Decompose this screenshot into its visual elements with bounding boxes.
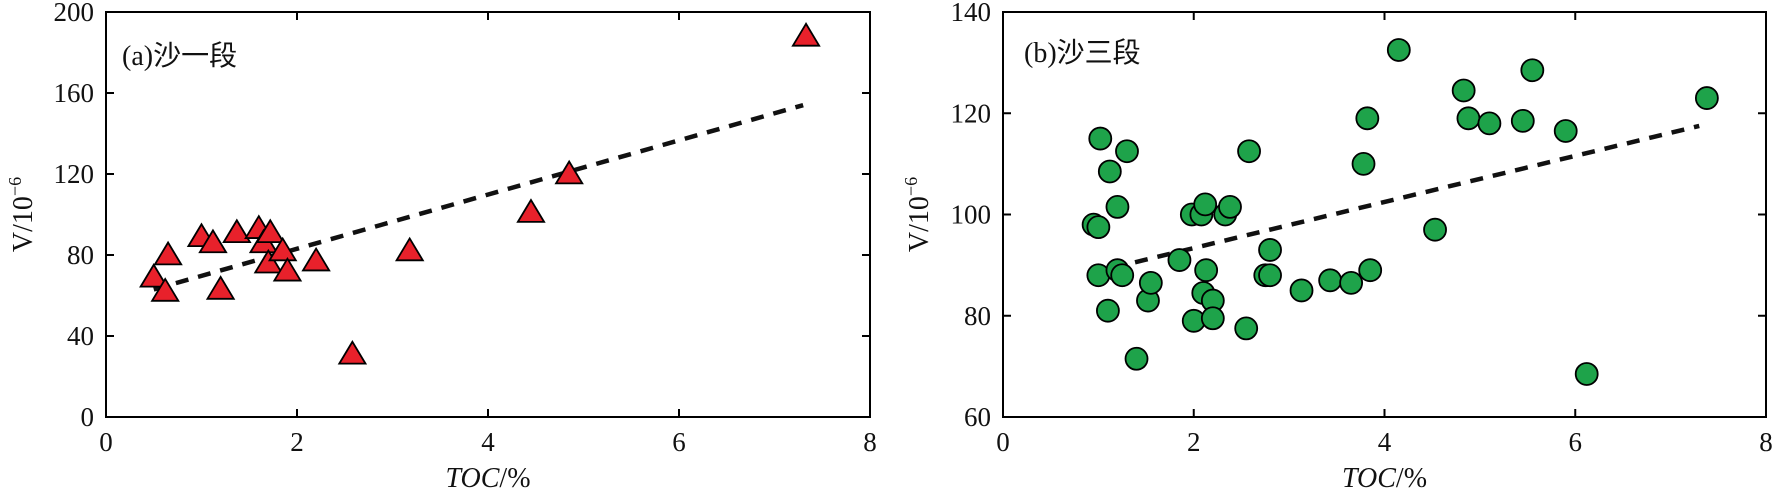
data-point-triangle — [791, 22, 821, 47]
y-tick-label: 100 — [951, 200, 992, 230]
x-tick-label: 8 — [1759, 427, 1773, 457]
panel-b-x-axis-label: TOC/% — [1342, 463, 1427, 494]
data-point-circle — [1456, 106, 1481, 131]
data-point-circle — [1167, 248, 1192, 272]
data-point-triangle — [394, 236, 425, 262]
panel-b-trendline — [1112, 123, 1700, 270]
data-point-triangle — [554, 159, 584, 185]
panel-b-title: (b)沙三段 — [1024, 37, 1141, 69]
x-tick-label: 2 — [290, 427, 304, 457]
x-tick-label: 6 — [672, 427, 686, 457]
data-point-circle — [1193, 192, 1218, 217]
y-tick-label: 160 — [54, 78, 95, 108]
y-tick-label: 120 — [951, 98, 992, 128]
panel-b-points — [1081, 38, 1719, 386]
y-tick-label: 140 — [951, 0, 992, 27]
data-point-circle — [1451, 78, 1476, 103]
data-point-circle — [1358, 258, 1383, 283]
data-point-circle — [1234, 316, 1259, 341]
panel-a-trendline — [153, 102, 804, 292]
y-tick-label: 60 — [964, 402, 991, 432]
data-point-triangle — [205, 275, 236, 300]
panel-a-title: (a)沙一段 — [122, 40, 237, 72]
data-point-circle — [1351, 151, 1376, 176]
x-tick-label: 4 — [481, 427, 495, 457]
x-tick-label: 0 — [996, 427, 1010, 457]
data-point-circle — [1218, 195, 1242, 219]
data-point-circle — [1553, 119, 1578, 143]
y-tick-label: 80 — [67, 240, 94, 270]
x-tick-label: 2 — [1187, 427, 1201, 457]
data-point-circle — [1115, 139, 1139, 164]
data-point-circle — [1423, 217, 1447, 242]
y-tick-label: 120 — [54, 159, 95, 189]
data-point-circle — [1138, 270, 1163, 295]
data-point-circle — [1339, 270, 1364, 295]
data-point-triangle — [198, 228, 228, 254]
data-point-circle — [1289, 278, 1314, 303]
data-point-circle — [1258, 238, 1282, 262]
data-point-circle — [1237, 139, 1261, 164]
data-point-circle — [1200, 306, 1225, 331]
x-tick-label: 0 — [99, 427, 113, 457]
data-point-circle — [1124, 346, 1149, 371]
data-point-triangle — [337, 339, 368, 365]
x-tick-label: 8 — [863, 427, 877, 457]
x-tick-label: 4 — [1378, 427, 1392, 457]
y-tick-label: 40 — [67, 321, 94, 351]
panel-a-x-axis-label: TOC/% — [445, 463, 530, 494]
data-point-triangle — [139, 263, 169, 288]
y-tick-label: 80 — [964, 301, 991, 331]
panel-b-chart: 0 2 4 6 8 60 80 100 120 140 (b)沙三段 TOC/% V/10−6 — [901, 0, 1773, 494]
data-point-triangle — [255, 218, 285, 244]
data-point-circle — [1520, 58, 1545, 83]
data-point-triangle — [153, 240, 183, 266]
data-point-circle — [1086, 215, 1111, 240]
data-point-circle — [1477, 111, 1502, 136]
data-point-circle — [1105, 195, 1130, 219]
panel-b-ticks: 0 2 4 6 8 60 80 100 120 140 — [951, 0, 1773, 457]
panel-b-y-axis-label: V/10−6 — [901, 177, 935, 252]
data-point-circle — [1318, 268, 1343, 293]
y-tick-label: 0 — [81, 402, 95, 432]
data-point-circle — [1088, 126, 1113, 151]
data-point-triangle — [301, 246, 331, 272]
panel-a-y-axis-label: V/10−6 — [5, 177, 39, 252]
data-point-circle — [1355, 106, 1380, 131]
data-point-circle — [1510, 108, 1535, 133]
data-point-triangle — [150, 277, 180, 302]
data-point-triangle — [516, 198, 546, 223]
data-point-triangle — [272, 256, 303, 282]
x-tick-label: 6 — [1569, 427, 1583, 457]
data-point-circle — [1258, 263, 1282, 288]
data-point-circle — [1096, 298, 1120, 323]
data-point-circle — [1574, 362, 1599, 386]
data-point-triangle — [267, 236, 298, 262]
y-tick-label: 200 — [54, 0, 95, 27]
data-point-circle — [1110, 263, 1135, 288]
data-point-circle — [1694, 86, 1719, 110]
data-point-triangle — [253, 248, 284, 274]
data-point-circle — [1194, 258, 1219, 283]
panel-a-points — [139, 22, 821, 365]
data-point-circle — [1097, 159, 1122, 184]
data-point-circle — [1386, 38, 1411, 62]
data-point-triangle — [222, 218, 252, 244]
panel-a-frame — [105, 11, 871, 418]
